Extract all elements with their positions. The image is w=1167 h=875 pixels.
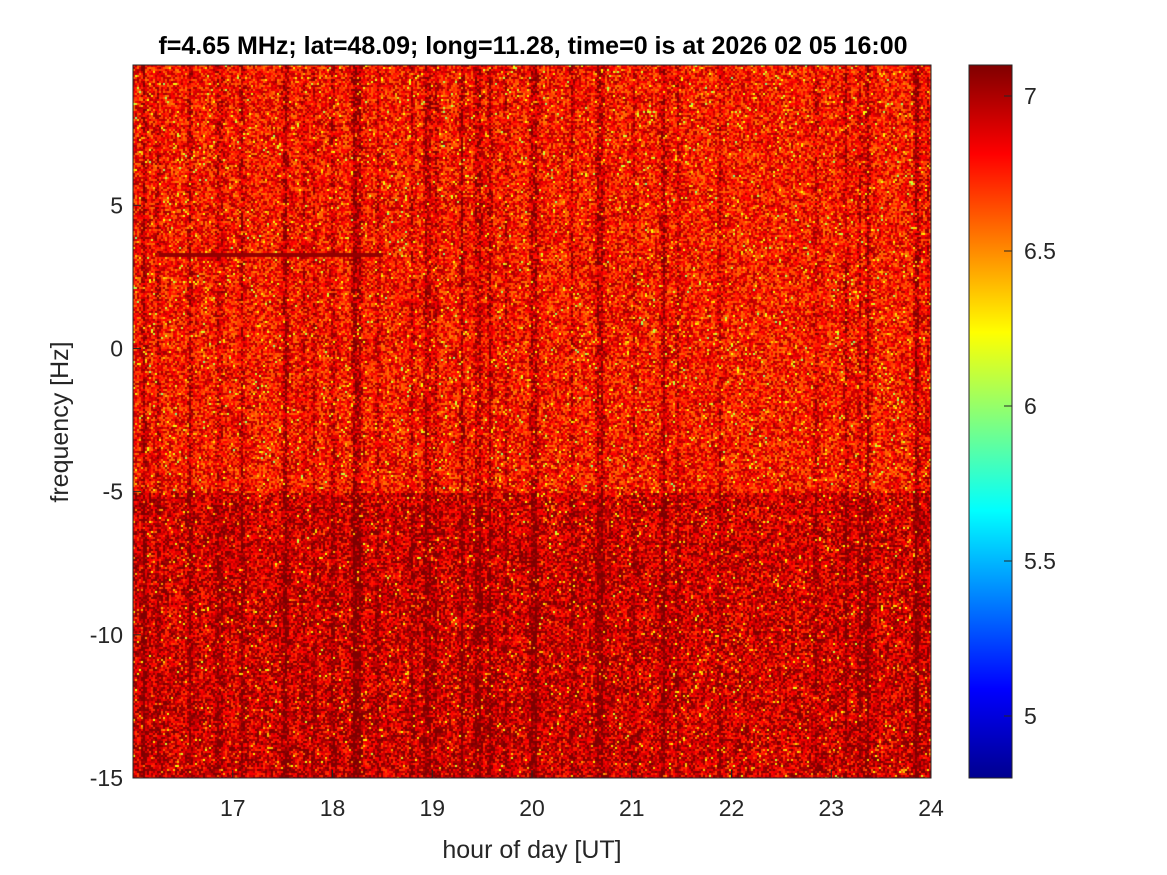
colorbar: 5 5.5 6 6.5 7 (968, 64, 1056, 779)
x-tick-label: 23 (818, 795, 844, 821)
x-tick-label: 21 (619, 795, 645, 821)
chart-title: f=4.65 MHz; lat=48.09; long=11.28, time=… (158, 32, 907, 60)
y-tick-label: -5 (103, 479, 123, 505)
x-tick-label: 22 (719, 795, 745, 821)
y-tick-label: -15 (90, 765, 123, 791)
colorbar-tick-label: 6.5 (1024, 238, 1056, 264)
y-tick-label: 5 (110, 192, 123, 218)
heatmap-image (133, 65, 931, 778)
x-tick-label: 17 (220, 795, 246, 821)
y-tick-label: 0 (110, 335, 123, 361)
x-axis: 17 18 19 20 21 22 23 24 (220, 770, 944, 821)
colorbar-tick-label: 5 (1024, 703, 1037, 729)
x-axis-label: hour of day [UT] (442, 836, 621, 864)
colorbar-gradient (968, 64, 1013, 779)
colorbar-ticks: 5 5.5 6 6.5 7 (1004, 83, 1056, 729)
colorbar-tick-label: 5.5 (1024, 548, 1056, 574)
plot-area (132, 64, 932, 779)
x-tick-label: 19 (419, 795, 445, 821)
colorbar-tick-label: 7 (1024, 83, 1037, 109)
colorbar-tick-label: 6 (1024, 393, 1037, 419)
y-axis: -15 -10 -5 0 5 (90, 192, 141, 791)
x-tick-label: 18 (320, 795, 346, 821)
x-tick-label: 24 (918, 795, 944, 821)
y-tick-label: -10 (90, 622, 123, 648)
y-axis-label: frequency [Hz] (46, 341, 74, 502)
x-tick-label: 20 (519, 795, 545, 821)
